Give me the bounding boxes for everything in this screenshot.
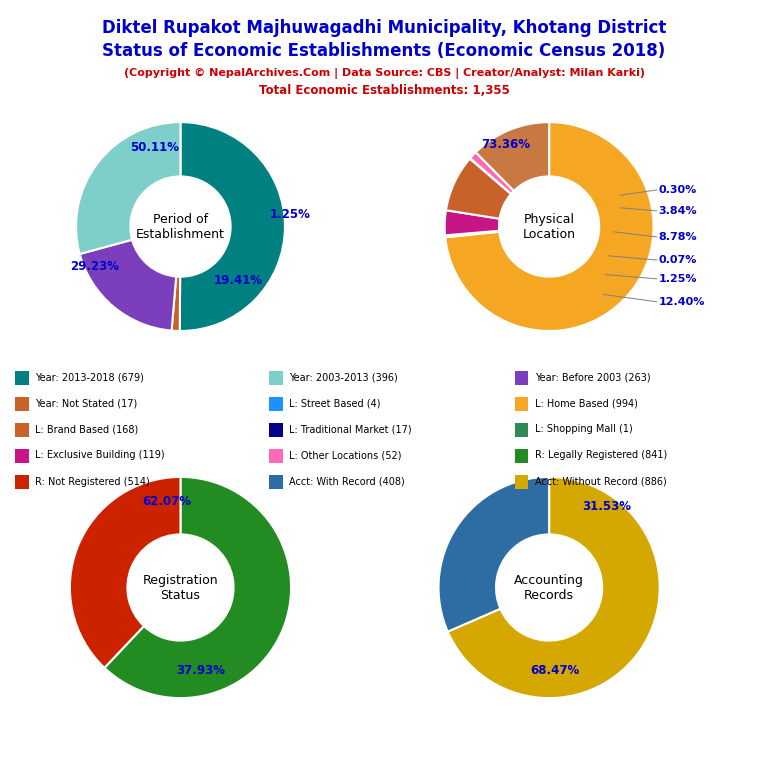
Text: L: Traditional Market (17): L: Traditional Market (17) [289,424,412,435]
Text: Total Economic Establishments: 1,355: Total Economic Establishments: 1,355 [259,84,509,98]
Wedge shape [76,122,180,254]
Text: R: Not Registered (514): R: Not Registered (514) [35,476,150,487]
Text: Acct: With Record (408): Acct: With Record (408) [289,476,405,487]
Wedge shape [439,477,549,631]
Wedge shape [104,477,291,698]
Text: 31.53%: 31.53% [582,500,631,513]
Text: Year: Before 2003 (263): Year: Before 2003 (263) [535,372,650,382]
Text: L: Exclusive Building (119): L: Exclusive Building (119) [35,450,165,461]
Text: 29.23%: 29.23% [71,260,119,273]
Text: 50.11%: 50.11% [130,141,179,154]
Wedge shape [470,152,514,194]
Wedge shape [445,230,499,237]
Text: R: Legally Registered (841): R: Legally Registered (841) [535,450,667,461]
Text: 68.47%: 68.47% [530,664,579,677]
Text: 3.84%: 3.84% [659,206,697,216]
Text: Year: 2013-2018 (679): Year: 2013-2018 (679) [35,372,144,382]
Text: Year: 2003-2013 (396): Year: 2003-2013 (396) [289,372,398,382]
Wedge shape [446,158,511,219]
Text: L: Shopping Mall (1): L: Shopping Mall (1) [535,424,632,435]
Text: Period of
Establishment: Period of Establishment [136,213,225,240]
Text: 1.25%: 1.25% [270,208,310,221]
Text: 62.07%: 62.07% [143,495,192,508]
Wedge shape [80,240,176,331]
Wedge shape [475,122,549,191]
Text: Status of Economic Establishments (Economic Census 2018): Status of Economic Establishments (Econo… [102,42,666,60]
Text: Registration
Status: Registration Status [143,574,218,601]
Text: Year: Not Stated (17): Year: Not Stated (17) [35,398,137,409]
Text: 73.36%: 73.36% [481,138,530,151]
Wedge shape [448,477,660,698]
Wedge shape [445,122,654,331]
Text: 1.25%: 1.25% [659,273,697,284]
Text: 37.93%: 37.93% [176,664,225,677]
Text: 8.78%: 8.78% [659,232,697,242]
Text: 12.40%: 12.40% [659,296,705,306]
Text: L: Brand Based (168): L: Brand Based (168) [35,424,138,435]
Text: L: Street Based (4): L: Street Based (4) [289,398,380,409]
Text: Accounting
Records: Accounting Records [515,574,584,601]
Text: 19.41%: 19.41% [214,274,263,287]
Wedge shape [445,210,500,235]
Text: 0.30%: 0.30% [659,185,697,195]
Wedge shape [180,122,285,331]
Text: Physical
Location: Physical Location [522,213,576,240]
Text: Diktel Rupakot Majhuwagadhi Municipality, Khotang District: Diktel Rupakot Majhuwagadhi Municipality… [102,19,666,37]
Text: L: Other Locations (52): L: Other Locations (52) [289,450,401,461]
Text: Acct: Without Record (886): Acct: Without Record (886) [535,476,667,487]
Text: 0.07%: 0.07% [659,255,697,265]
Text: (Copyright © NepalArchives.Com | Data Source: CBS | Creator/Analyst: Milan Karki: (Copyright © NepalArchives.Com | Data So… [124,68,644,78]
Wedge shape [171,276,180,331]
Text: L: Home Based (994): L: Home Based (994) [535,398,637,409]
Wedge shape [470,158,511,194]
Wedge shape [70,477,180,668]
